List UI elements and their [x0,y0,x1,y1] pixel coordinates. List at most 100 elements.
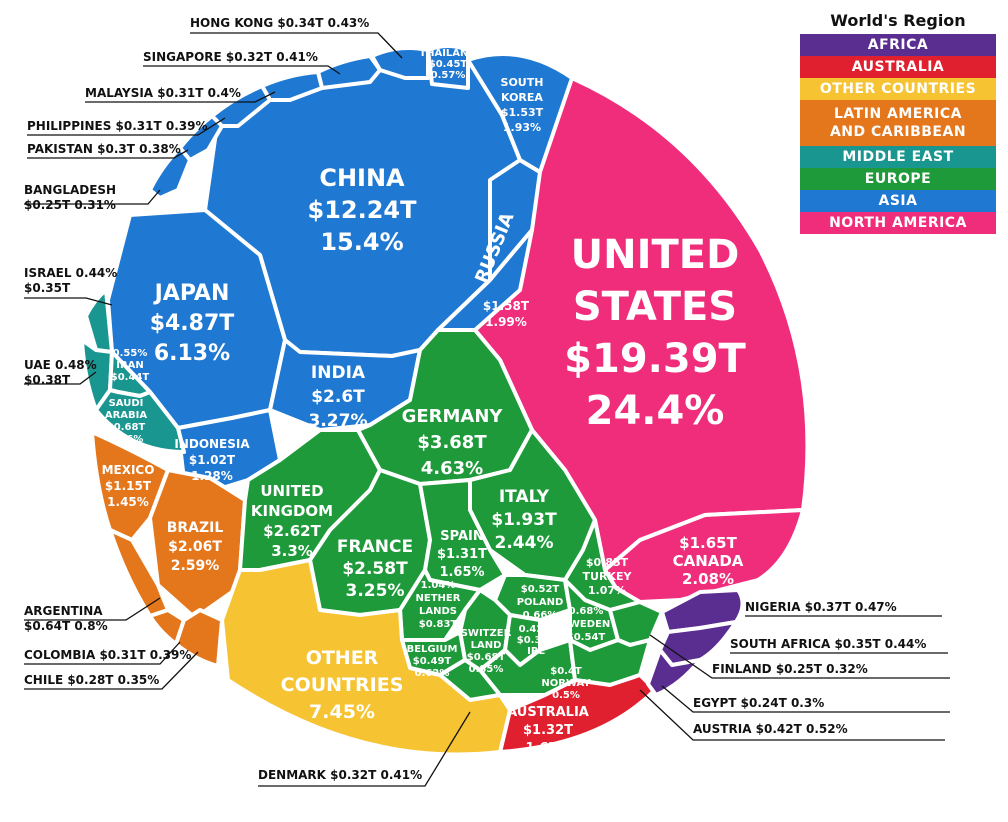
cell-label-canada: CANADA [673,552,744,570]
legend-item-asia: ASIA [800,190,996,212]
cell-label-iran: $0.44T [111,372,150,383]
cell-label-australia: AUSTRALIA [507,705,589,720]
leader-line-bangladesh [24,189,161,205]
leader-line-pakistan [27,149,189,159]
legend-item-north-america: NORTH AMERICA [800,212,996,234]
cell-label-japan: JAPAN [153,281,230,306]
legend-item-label: LATIN AMERICA [834,106,962,122]
cell-label-italy: ITALY [499,487,550,507]
callout-label-israel: $0.35T [24,281,71,295]
cell-canada [603,508,805,604]
cell-singapore [316,54,382,90]
leader-line-colombia [24,641,181,665]
leader-line-uae [24,371,97,385]
cell-egypt [646,648,702,697]
cell-label-russia: $1.58T [483,299,530,313]
cell-label-india: INDIA [311,363,366,383]
callout-label-pakistan: PAKISTAN $0.3T 0.38% [27,142,181,156]
cell-label-canada: $1.65T [679,534,737,552]
cell-label-united-kingdom: 3.3% [271,542,313,560]
cell-label-ireland: 0.42% [519,624,554,635]
cell-label-thailand: THAILAND [419,48,476,59]
cell-label-south-korea: KOREA [501,91,543,104]
cell-label-belgium: BELGIUM [407,644,458,655]
legend-item-europe: EUROPE [800,168,996,190]
legend-item-label: ASIA [878,193,918,209]
callout-label-argentina: $0.64T 0.8% [24,619,108,633]
legend-item-label: NORTH AMERICA [829,215,967,231]
cell-label-united-states: UNITED [571,232,740,278]
cell-label-india: $2.6T [311,387,365,407]
legend-item-label: OTHER COUNTRIES [819,81,977,97]
cell-label-italy: 2.44% [495,533,554,553]
legend-item-label: AUSTRALIA [851,59,945,75]
cell-label-iran: 0.55% [113,348,148,359]
cell-label-china: 15.4% [320,228,403,256]
cell-label-south-korea: 1.93% [503,121,541,134]
cell-label-sweden: SWEDEN [562,619,611,630]
cell-label-france: FRANCE [337,537,413,557]
cell-label-switzerland: LAND [471,640,502,651]
cell-label-france: $2.58T [342,559,408,579]
leader-line-singapore [143,65,341,75]
cell-spain [418,478,507,592]
cell-label-italy: $1.93T [491,510,557,530]
cell-label-poland: POLAND [517,597,564,608]
callout-label-bangladesh: $0.25T 0.31% [24,198,116,212]
leader-line-finland [649,634,950,679]
cell-label-other-countries: OTHER [306,647,379,669]
callout-label-finland: FINLAND $0.25T 0.32% [712,662,868,676]
cell-label-india: 3.27% [309,411,368,431]
cell-saudi-arabia [94,388,186,454]
cell-label-poland: 0.66% [523,610,558,621]
callout-label-uae: $0.38T [24,373,71,387]
cell-label-brazil: 2.59% [171,558,220,574]
callout-label-egypt: EGYPT $0.24T 0.3% [693,696,824,710]
cell-label-united-kingdom: KINGDOM [251,502,333,520]
cell-label-poland: $0.52T [521,584,560,595]
cell-label-other-countries: 7.45% [309,701,375,723]
callout-label-singapore: SINGAPORE $0.32T 0.41% [143,50,318,64]
cell-label-japan: $4.87T [150,311,235,336]
callout-label-malaysia: MALAYSIA $0.31T 0.4% [85,86,241,100]
leader-line-chile [24,651,199,690]
leader-line-israel [24,297,113,306]
callout-label-austria: AUSTRIA $0.42T 0.52% [693,722,848,736]
cell-philippines [210,84,272,128]
cell-argentina [108,528,170,618]
callout-label-colombia: COLOMBIA $0.31T 0.39% [24,648,191,662]
callout-label-israel: ISRAEL 0.44% [24,266,117,280]
cell-label-ireland: IRL [527,646,545,657]
cell-label-south-korea: SOUTH [501,76,544,89]
legend-item-label: AND CARIBBEAN [829,124,967,140]
cell-thailand [426,44,470,90]
cell-label-norway: 0.5% [552,690,580,701]
cell-label-netherlands: $0.83T [419,619,458,630]
cell-label-turkey: $0.85T [586,556,629,569]
legend-item-latin-america-and-caribbean: LATIN AMERICA AND CARIBBEAN [800,100,996,146]
cell-label-mexico: $1.15T [105,479,152,493]
cell-label-china: CHINA [319,164,405,192]
callout-label-argentina: ARGENTINA [24,604,103,618]
cell-label-switzerland: 0.85% [469,664,504,675]
callout-label-philippines: PHILIPPINES $0.31T 0.39% [27,119,207,133]
cell-label-china: $12.24T [308,196,418,224]
cell-label-united-kingdom: $2.62T [263,522,321,540]
cell-label-saudi-arabia: 0.86% [109,434,144,445]
cell-label-germany: 4.63% [421,458,483,479]
leader-line-argentina [24,597,161,621]
cell-label-saudi-arabia: $0.68T [107,422,146,433]
leader-line-hong-kong [190,32,403,59]
callout-label-south-africa: SOUTH AFRICA $0.35T 0.44% [730,637,926,651]
cell-other-countries [220,558,512,757]
cell-label-belgium: 0.62% [415,668,450,679]
cell-label-netherlands: 1.04% [421,580,456,591]
callout-label-uae: UAE 0.48% [24,358,97,372]
leader-line-philippines [27,117,226,136]
legend-item-label: EUROPE [864,171,932,187]
cell-label-norway: $0.4T [550,666,582,677]
cell-label-mexico: 1.45% [107,495,149,509]
cell-label-thailand: 0.57% [431,70,466,81]
cell-label-south-korea: $1.53T [501,106,544,119]
legend-item-australia: AUSTRALIA [800,56,996,78]
